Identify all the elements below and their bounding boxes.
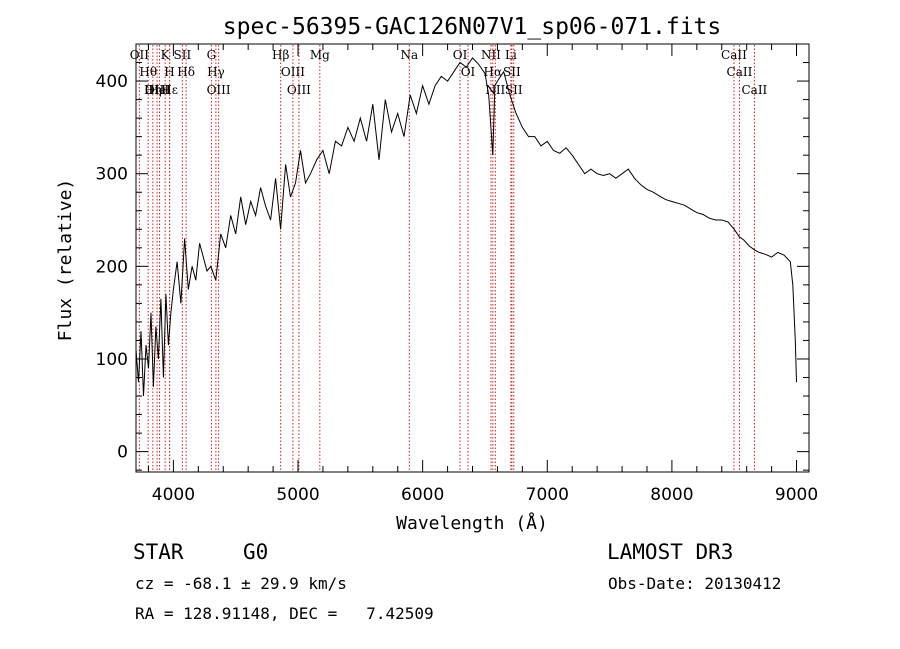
reference-line-label: OIII bbox=[287, 83, 311, 97]
reference-line-label: OIII bbox=[145, 83, 169, 97]
reference-line-label: OIII bbox=[207, 83, 231, 97]
reference-line-label: Hα bbox=[484, 65, 503, 79]
reference-line-label: OI bbox=[453, 48, 468, 62]
x-tick-label: 8000 bbox=[650, 485, 693, 505]
y-tick-label: 0 bbox=[117, 443, 128, 463]
reference-line-label: Hθ bbox=[139, 65, 157, 79]
reference-line-label: Mg bbox=[310, 48, 330, 62]
y-tick-label: 200 bbox=[96, 257, 128, 277]
x-tick-label: 5000 bbox=[276, 485, 319, 505]
reference-line-label: K bbox=[161, 48, 171, 62]
reference-lines bbox=[138, 45, 755, 471]
y-tick-label: 400 bbox=[96, 72, 128, 92]
reference-line-label: G bbox=[207, 48, 217, 62]
x-tick-label: 7000 bbox=[526, 485, 569, 505]
x-tick-label: 9000 bbox=[775, 485, 818, 505]
reference-line-label: HeI bbox=[148, 83, 171, 97]
reference-line-label: NII bbox=[481, 48, 501, 62]
reference-line-labels: OIIHθHηOIIIHeIKHHεSIIHδGHγOIIIHβOIIIOIII… bbox=[130, 48, 768, 97]
x-axis-label: Wavelength (Å) bbox=[396, 512, 548, 534]
reference-line-label: OIII bbox=[281, 65, 305, 79]
reference-line-label: CaII bbox=[727, 65, 753, 79]
reference-line-label: SII bbox=[503, 65, 521, 79]
object-class: STAR bbox=[133, 540, 184, 564]
reference-line-label: NII bbox=[485, 83, 505, 97]
coordinates: RA = 128.91148, DEC = 7.42509 bbox=[135, 604, 434, 623]
x-tick-label: 4000 bbox=[152, 485, 195, 505]
reference-line-label: Li bbox=[505, 48, 517, 62]
reference-line-label: Hγ bbox=[207, 65, 225, 79]
reference-line-label: OII bbox=[130, 48, 150, 62]
y-axis: 0 100 200 300 400 bbox=[96, 43, 809, 471]
reference-line-label: Hε bbox=[161, 83, 178, 97]
reference-line-label: OI bbox=[461, 65, 476, 79]
y-tick-label: 100 bbox=[96, 350, 128, 370]
x-axis: 4000 5000 6000 7000 8000 9000 bbox=[147, 44, 818, 505]
object-subclass: G0 bbox=[243, 540, 269, 564]
reference-line-label: CaII bbox=[721, 48, 747, 62]
reference-line-label: Hβ bbox=[272, 48, 289, 62]
flux-series-line bbox=[135, 57, 797, 397]
redshift-line: cz = -68.1 ± 29.9 km/s bbox=[135, 574, 347, 593]
reference-line-label: Hη bbox=[144, 83, 162, 97]
observation-date: Obs-Date: 20130412 bbox=[608, 574, 782, 593]
y-tick-label: 300 bbox=[96, 165, 128, 185]
chart-title: spec-56395-GAC126N07V1_sp06-071.fits bbox=[223, 14, 722, 40]
plot-frame bbox=[135, 43, 810, 473]
survey-name: LAMOST DR3 bbox=[607, 540, 734, 564]
reference-line-label: Na bbox=[400, 48, 418, 62]
reference-line-label: CaII bbox=[741, 83, 767, 97]
x-tick-label: 6000 bbox=[401, 485, 444, 505]
reference-line-label: Hδ bbox=[177, 65, 195, 79]
reference-line-label: SII bbox=[174, 48, 192, 62]
y-axis-label: Flux (relative) bbox=[55, 179, 76, 342]
reference-line-label: H bbox=[164, 65, 174, 79]
